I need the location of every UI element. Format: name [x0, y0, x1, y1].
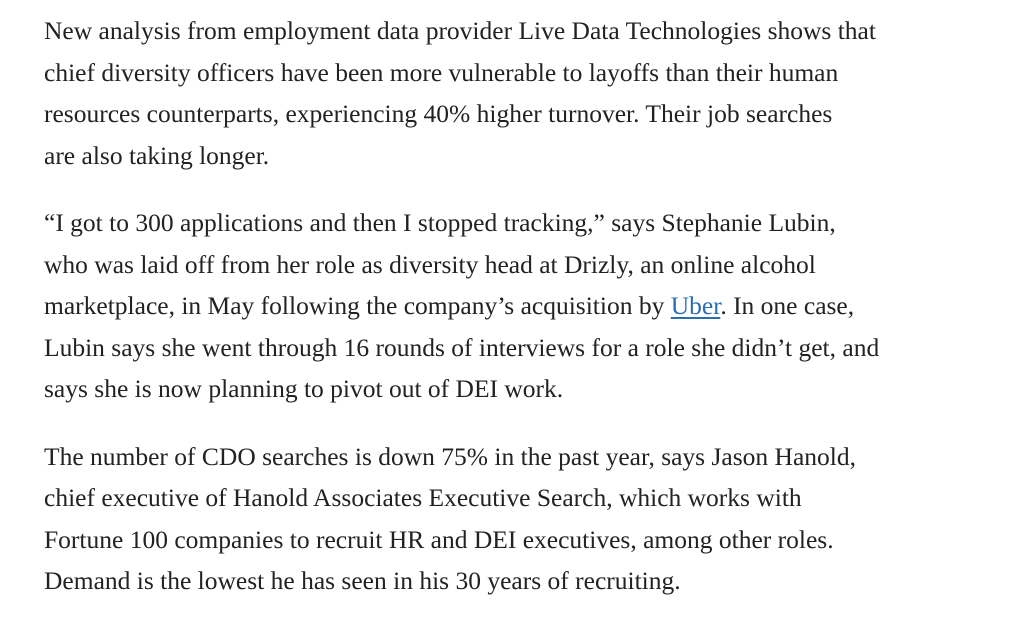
text-segment: . In one case,	[720, 291, 855, 320]
paragraph-3: The number of CDO searches is down 75% i…	[44, 436, 879, 602]
text-line: Lubin says she went through 16 rounds of…	[44, 332, 880, 362]
text-line: chief diversity officers have been more …	[44, 57, 839, 87]
paragraph-1: New analysis from employment data provid…	[44, 10, 879, 176]
text-line: marketplace, in May following the compan…	[44, 285, 879, 327]
text-line: Fortune 100 companies to recruit HR and …	[44, 524, 834, 554]
article-body: New analysis from employment data provid…	[44, 10, 879, 628]
text-line: New analysis from employment data provid…	[44, 16, 876, 45]
text-line: “I got to 300 applications and then I st…	[44, 208, 836, 237]
text-line: are also taking longer.	[44, 140, 270, 170]
text-line: who was laid off from her role as divers…	[44, 249, 816, 279]
text-segment: marketplace, in May following the compan…	[44, 291, 671, 320]
text-line: resources counterparts, experiencing 40%…	[44, 99, 833, 128]
text-line: The number of CDO searches is down 75% i…	[44, 441, 856, 471]
uber-link[interactable]: Uber	[670, 291, 721, 320]
text-line: says she is now planning to pivot out of…	[44, 374, 564, 403]
text-line: Demand is the lowest he has seen in his …	[44, 566, 681, 595]
paragraph-2: “I got to 300 applications and then I st…	[44, 202, 879, 410]
text-line: chief executive of Hanold Associates Exe…	[44, 483, 802, 512]
